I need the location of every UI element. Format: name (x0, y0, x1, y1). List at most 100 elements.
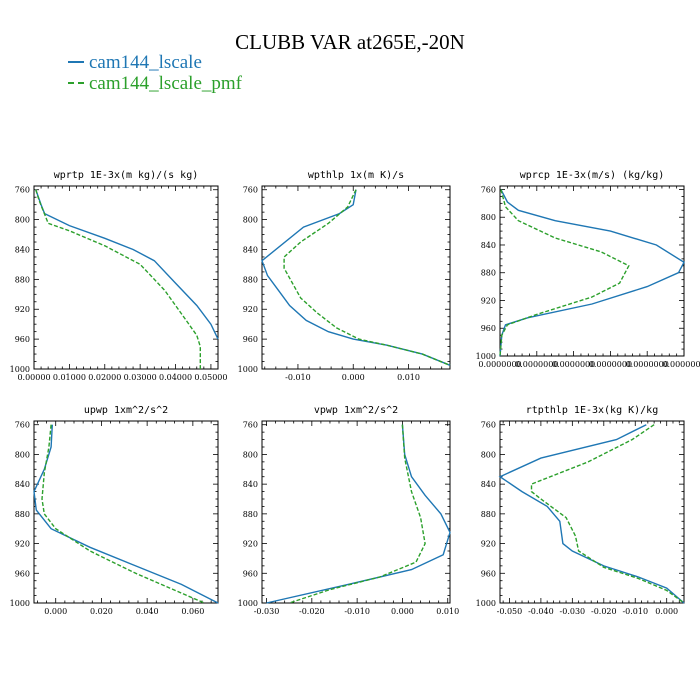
y-tick-label: 920 (481, 296, 496, 305)
figure-title: CLUBB VAR at265E,-20N (235, 30, 465, 54)
y-tick-label: 880 (243, 275, 258, 284)
subplot-title: wprtp 1E-3x(m kg)/(s kg) (54, 170, 199, 181)
y-tick-label: 1000 (476, 599, 496, 608)
series-line-cam144_lscale (35, 189, 219, 340)
series-line-cam144_lscale_pmf (530, 424, 685, 604)
y-tick-label: 960 (481, 569, 496, 578)
y-tick-label: 800 (243, 216, 258, 225)
y-tick-label: 840 (481, 480, 496, 489)
y-tick-label: 920 (15, 540, 30, 549)
x-tick-label: 0.0000000 (515, 360, 558, 369)
y-tick-label: 800 (15, 450, 30, 459)
y-tick-label: 920 (481, 540, 496, 549)
legend-entry-lscale-pmf: cam144_lscale_pmf (68, 73, 242, 95)
plot-frame (261, 185, 451, 370)
y-tick-label: 960 (243, 335, 258, 344)
y-tick-label: 920 (243, 305, 258, 314)
x-tick-label: -0.030 (560, 607, 586, 616)
y-tick-label: 880 (243, 510, 258, 519)
subplot-title: wprcp 1E-3x(m/s) (kg/kg) (520, 170, 665, 181)
x-tick-label: -0.020 (299, 607, 325, 616)
x-tick-label: 0.000 (391, 607, 414, 616)
legend-entry-lscale: cam144_lscale (68, 52, 202, 74)
x-tick-label: -0.010 (622, 607, 648, 616)
x-tick-label: -0.010 (344, 607, 370, 616)
legend-swatch-lscale-pmf (68, 81, 84, 84)
legend-label-lscale: cam144_lscale (89, 52, 202, 73)
x-tick-label: 0.0000000 (478, 360, 521, 369)
x-tick-label: -0.010 (285, 373, 311, 382)
subplot-title: upwp 1xm^2/s^2 (84, 405, 168, 416)
x-tick-label: -0.040 (528, 607, 554, 616)
y-tick-label: 960 (15, 569, 30, 578)
y-tick-label: 880 (481, 510, 496, 519)
y-tick-label: 800 (15, 216, 30, 225)
y-tick-label: 880 (481, 269, 496, 278)
subplot-title: wpthlp 1x(m K)/s (308, 170, 404, 181)
y-tick-label: 1000 (10, 599, 30, 608)
x-tick-label: 0.04000 (159, 373, 192, 382)
series-line-cam144_lscale (498, 424, 685, 604)
series-line-cam144_lscale_pmf (41, 424, 205, 604)
y-tick-label: 840 (15, 245, 30, 254)
y-tick-label: 1000 (238, 365, 258, 374)
y-tick-label: 1000 (238, 599, 258, 608)
plot-frame (33, 420, 219, 604)
x-tick-label: -0.020 (591, 607, 617, 616)
y-tick-label: 760 (243, 186, 258, 195)
series-line-cam144_lscale (266, 424, 451, 604)
subplot-5: vpwp 1xm^2/s^27608008408809209601000-0.0… (238, 405, 460, 616)
x-tick-label: 0.060 (181, 607, 204, 616)
subplot-6: rtpthlp 1E-3x(kg K)/kg 760 800 840 880 920 960… (476, 405, 685, 616)
x-tick-label: 0.01000 (53, 373, 86, 382)
subplot-3: wprcp 1E-3x(m/s) (kg/kg) 760 800 840 880 920 9… (476, 170, 700, 369)
plot-frame (261, 420, 451, 604)
y-tick-label: 800 (481, 450, 496, 459)
x-tick-label: 0.000 (655, 607, 678, 616)
y-tick-label: 920 (15, 305, 30, 314)
series-line-cam144_lscale_pmf (499, 189, 630, 357)
y-tick-label: 960 (481, 324, 496, 333)
subplot-1: wprtp 1E-3x(m kg)/(s kg) 760 800 840 880 920 9… (10, 170, 228, 382)
x-tick-label: 0.03000 (124, 373, 157, 382)
x-tick-label: 0.05000 (194, 373, 227, 382)
y-tick-label: 760 (243, 421, 258, 430)
plot-frame (499, 420, 685, 604)
legend-label-lscale-pmf: cam144_lscale_pmf (89, 73, 243, 94)
y-tick-label: 1000 (10, 365, 30, 374)
x-tick-label: 0.010 (436, 607, 459, 616)
subplot-4: upwp 1xm^2/s^2 760 800 840 880 920 960 1000 0.00… (10, 405, 219, 616)
y-tick-label: 880 (15, 510, 30, 519)
subplot-title: vpwp 1xm^2/s^2 (314, 405, 398, 416)
y-tick-label: 880 (15, 275, 30, 284)
y-tick-label: 960 (15, 335, 30, 344)
x-tick-label: 0.0000000 (626, 360, 669, 369)
x-tick-label: 0.000 (342, 373, 365, 382)
series-line-cam144_lscale (33, 424, 219, 604)
legend-swatch-lscale (68, 60, 84, 63)
x-tick-label: 0.020 (90, 607, 113, 616)
y-tick-label: 920 (243, 540, 258, 549)
x-tick-label: 0.02000 (88, 373, 121, 382)
subplot-2: wpthlp 1x(m K)/s 760 800 840 880 920 960 1000 -0… (238, 170, 451, 382)
x-tick-label: 0.0000000 (662, 360, 700, 369)
y-tick-label: 840 (15, 480, 30, 489)
plot-frame (33, 185, 219, 370)
y-tick-label: 760 (481, 421, 496, 430)
series-line-cam144_lscale_pmf (35, 189, 202, 369)
x-tick-label: 0.040 (136, 607, 159, 616)
x-tick-label: 0.0000000 (589, 360, 632, 369)
y-tick-label: 760 (15, 421, 30, 430)
y-tick-label: 960 (243, 569, 258, 578)
series-line-cam144_lscale_pmf (283, 189, 451, 366)
x-tick-label: 0.010 (397, 373, 420, 382)
x-tick-label: 0.0000000 (552, 360, 595, 369)
y-tick-label: 800 (243, 450, 258, 459)
plot-frame (499, 185, 685, 357)
y-tick-label: 760 (15, 186, 30, 195)
y-tick-label: 800 (481, 213, 496, 222)
y-tick-label: 1000 (476, 352, 496, 361)
y-tick-label: 840 (243, 245, 258, 254)
x-tick-label: 0.00000 (17, 373, 50, 382)
